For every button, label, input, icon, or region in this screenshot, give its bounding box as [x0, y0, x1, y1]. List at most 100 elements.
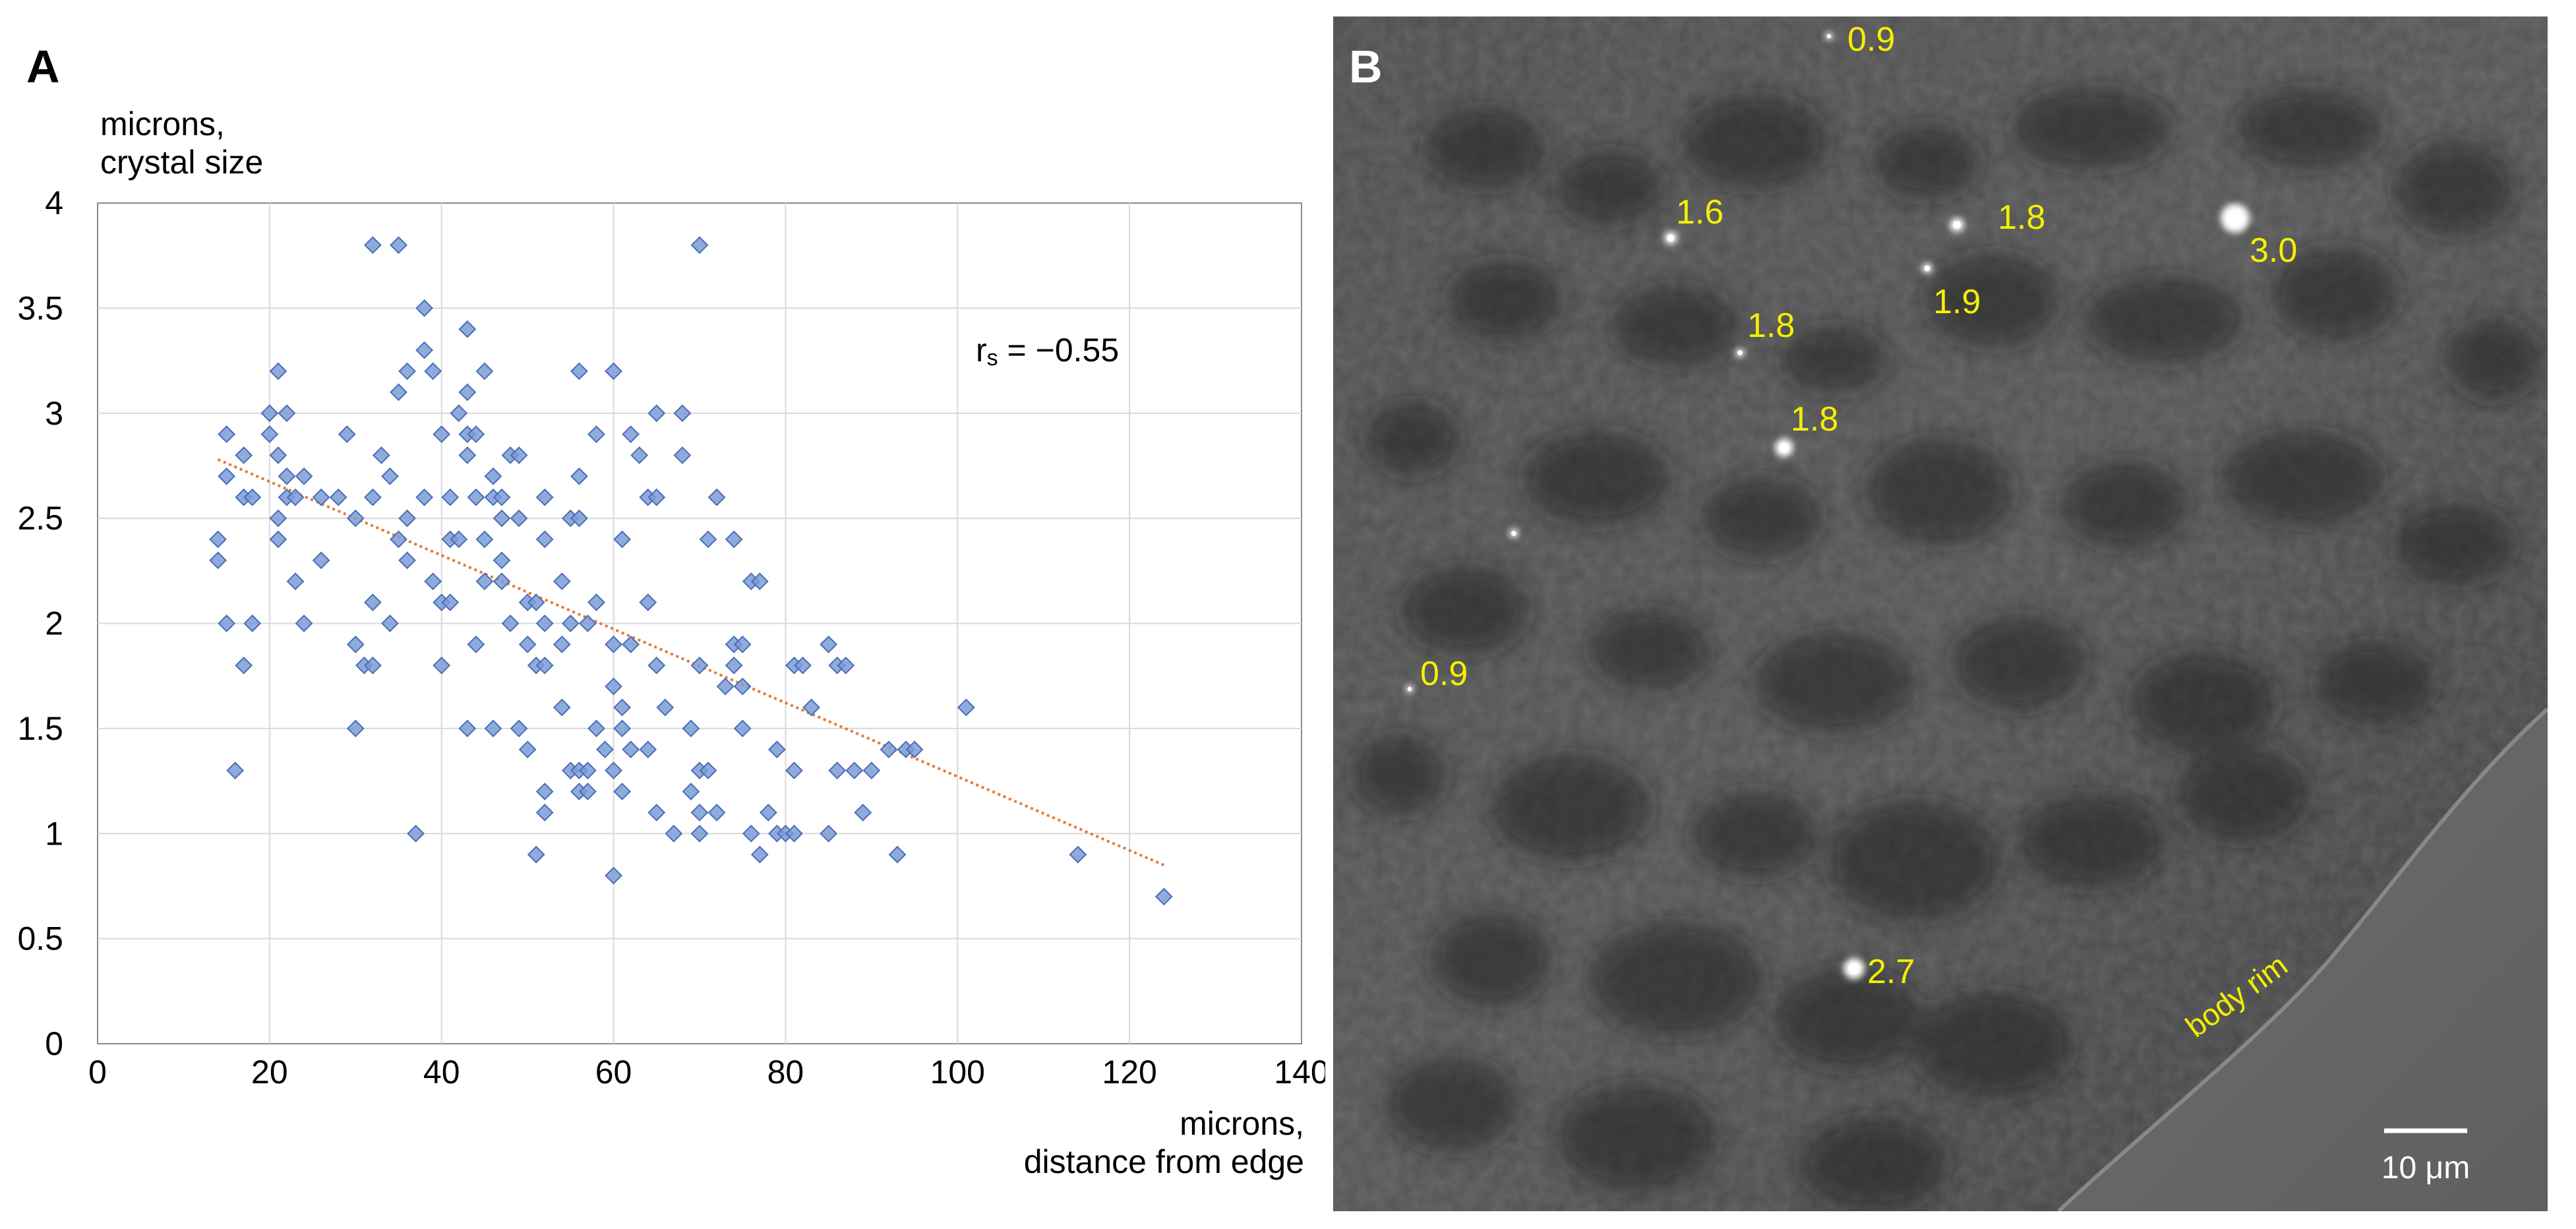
- data-point: [665, 824, 683, 843]
- data-point: [630, 446, 649, 464]
- data-point: [260, 404, 279, 423]
- data-point: [854, 803, 872, 822]
- data-point: [433, 656, 451, 674]
- data-point: [458, 383, 477, 402]
- data-point: [363, 488, 382, 506]
- data-point: [587, 593, 605, 612]
- data-point: [579, 783, 597, 800]
- data-point: [579, 614, 597, 632]
- data-point: [415, 341, 434, 359]
- data-point: [820, 635, 838, 653]
- data-point: [553, 635, 571, 653]
- crystal-core: [1407, 686, 1412, 692]
- y-tick-label: 3.5: [17, 289, 63, 326]
- data-point: [286, 572, 305, 591]
- y-axis-label-line2: crystal size: [100, 144, 263, 181]
- data-point: [338, 425, 356, 444]
- crystal-core: [1952, 220, 1962, 229]
- data-point: [690, 236, 709, 255]
- y-tick-label: 3: [45, 395, 63, 432]
- dark-vacuole: [2177, 748, 2309, 841]
- y-tick-label: 1.5: [17, 710, 63, 747]
- data-point: [570, 509, 588, 527]
- data-point: [235, 446, 253, 464]
- data-point: [535, 614, 554, 632]
- data-point: [596, 740, 614, 759]
- data-point: [587, 719, 605, 738]
- data-point: [458, 719, 477, 738]
- dark-vacuole: [1386, 1058, 1518, 1151]
- crystal-size-label: 0.9: [1420, 655, 1468, 693]
- data-point: [613, 530, 632, 549]
- data-point: [837, 656, 855, 674]
- data-point: [363, 656, 382, 674]
- x-tick-label: 120: [1102, 1054, 1156, 1091]
- data-point: [475, 530, 494, 549]
- data-point: [845, 762, 864, 780]
- data-point: [363, 593, 382, 612]
- data-point: [605, 635, 622, 653]
- data-point: [312, 551, 330, 570]
- dark-vacuole: [2236, 89, 2381, 168]
- data-point: [510, 509, 528, 527]
- dark-vacuole: [2019, 794, 2164, 887]
- data-point: [312, 488, 330, 506]
- crystal-core: [1667, 234, 1675, 242]
- data-point: [673, 446, 692, 464]
- data-point: [690, 803, 709, 822]
- data-point: [673, 404, 692, 423]
- data-point: [415, 299, 434, 317]
- data-point: [553, 698, 571, 717]
- data-point: [690, 656, 709, 674]
- data-point: [716, 677, 734, 696]
- data-point: [647, 803, 666, 822]
- data-point: [957, 698, 975, 717]
- data-point: [493, 572, 511, 591]
- micrograph-panel: 0.91.6 1.81.93.01.81.80.92.7 B body rim 1…: [1333, 16, 2548, 1211]
- data-point: [218, 614, 236, 632]
- y-tick-labels: 0 0.5 1 1.5 2 2.5 3 3.5 4: [17, 185, 63, 1062]
- dark-vacuole: [2012, 89, 2171, 168]
- data-point: [570, 362, 588, 380]
- data-point: [785, 762, 803, 780]
- data-point: [802, 698, 820, 717]
- dark-vacuole: [1867, 438, 2012, 544]
- crystal-core: [1924, 265, 1931, 272]
- data-point: [398, 362, 416, 380]
- y-tick-label: 4: [45, 185, 63, 222]
- crystal-size-label: 1.8: [1747, 307, 1795, 345]
- crystal-size-label: 2.7: [1867, 953, 1915, 991]
- data-point: [286, 488, 305, 506]
- data-point: [639, 593, 657, 612]
- dark-vacuole: [2223, 432, 2381, 524]
- data-point: [518, 740, 537, 759]
- dark-vacuole: [1927, 254, 2058, 346]
- y-tick-label: 2: [45, 605, 63, 642]
- crystal-size-label: 1.9: [1933, 283, 1981, 321]
- y-axis-label-line1: microns,: [100, 105, 225, 142]
- dark-vacuole: [1782, 326, 1887, 392]
- correlation-annotation: rs = −0.55: [976, 332, 1119, 371]
- data-point: [535, 656, 554, 674]
- x-tick-label: 40: [423, 1054, 460, 1091]
- data-point: [622, 425, 640, 444]
- y-tick-label: 0: [45, 1025, 63, 1062]
- data-point: [518, 635, 537, 653]
- dark-vacuole-regions: [1353, 89, 2540, 1210]
- x-tick-label: 140: [1274, 1054, 1325, 1091]
- data-point: [535, 783, 554, 800]
- data-point: [888, 845, 907, 864]
- data-point: [742, 824, 760, 843]
- data-point: [905, 740, 924, 759]
- data-point: [794, 656, 812, 674]
- data-point: [622, 740, 640, 759]
- data-point: [415, 488, 434, 506]
- data-point: [475, 362, 494, 380]
- crystal-size-labels: 0.9 1.6 1.8 1.9 3.0 1.8 1.8 0.9 2.7: [1407, 20, 2297, 991]
- data-point: [1069, 845, 1087, 864]
- data-point: [398, 551, 416, 570]
- crystal-core: [1826, 34, 1832, 39]
- data-point: [398, 509, 416, 527]
- data-point: [707, 488, 726, 506]
- dark-vacuole: [1491, 755, 1650, 860]
